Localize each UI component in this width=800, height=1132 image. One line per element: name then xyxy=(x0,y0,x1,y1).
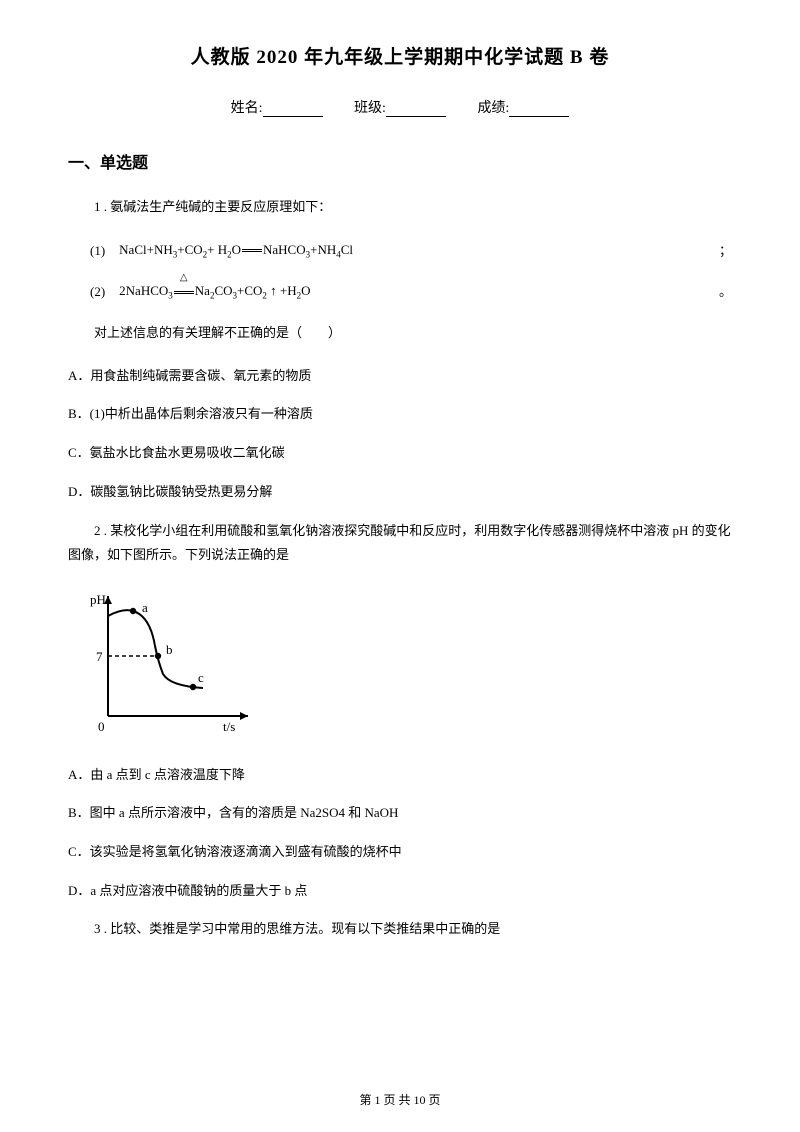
point-c xyxy=(190,684,196,690)
q1-eq1: (1) NaCl+NH3+CO2+ H2ONaHCO3+NH4Cl ； xyxy=(90,238,732,264)
x-label: t/s xyxy=(223,719,235,734)
eq2-text: 2NaHCO3△Na2CO3+CO2 ↑ +H2O xyxy=(119,279,310,305)
curve xyxy=(108,610,203,688)
point-a xyxy=(130,608,136,614)
name-label: 姓名: xyxy=(231,101,263,116)
tick-7: 7 xyxy=(96,649,103,664)
q2-option-d: D．a 点对应溶液中硫酸钠的质量大于 b 点 xyxy=(68,879,732,904)
q1-option-b: B．(1)中析出晶体后剩余溶液只有一种溶质 xyxy=(68,402,732,427)
class-blank[interactable] xyxy=(386,103,446,117)
score-blank[interactable] xyxy=(509,103,569,117)
delta-icon: △ xyxy=(180,268,188,287)
score-label: 成绩: xyxy=(477,101,509,116)
question-1: 1 . 氨碱法生产纯碱的主要反应原理如下： (1) NaCl+NH3+CO2+ … xyxy=(68,195,732,505)
eq1-text: NaCl+NH3+CO2+ H2ONaHCO3+NH4Cl xyxy=(119,238,353,264)
info-row: 姓名: 班级: 成绩: xyxy=(68,97,732,117)
q1-ask: 对上述信息的有关理解不正确的是（ ） xyxy=(68,321,732,346)
q2-stem: 2 . 某校化学小组在利用硫酸和氢氧化钠溶液探究酸碱中和反应时，利用数字化传感器… xyxy=(68,519,732,568)
q1-eq2: (2) 2NaHCO3△Na2CO3+CO2 ↑ +H2O 。 xyxy=(90,279,732,305)
y-label: pH xyxy=(90,592,106,607)
q2-option-c: C．该实验是将氢氧化钠溶液逐滴滴入到盛有硫酸的烧杯中 xyxy=(68,840,732,865)
label-b: b xyxy=(166,642,173,657)
eq1-tail: ； xyxy=(719,239,732,264)
eq2-tail: 。 xyxy=(719,280,732,305)
name-blank[interactable] xyxy=(263,103,323,117)
point-b xyxy=(155,653,161,659)
q1-option-d: D．碳酸氢钠比碳酸钠受热更易分解 xyxy=(68,480,732,505)
page-title: 人教版 2020 年九年级上学期期中化学试题 B 卷 xyxy=(68,42,732,69)
page-footer: 第 1 页 共 10 页 xyxy=(0,1091,800,1108)
q2-option-a: A．由 a 点到 c 点溶液温度下降 xyxy=(68,763,732,788)
equals-icon xyxy=(174,291,194,294)
label-c: c xyxy=(198,670,204,685)
class-label: 班级: xyxy=(354,101,386,116)
origin-zero: 0 xyxy=(98,719,105,734)
eq2-num: (2) xyxy=(90,280,105,305)
question-2: 2 . 某校化学小组在利用硫酸和氢氧化钠溶液探究酸碱中和反应时，利用数字化传感器… xyxy=(68,519,732,904)
label-a: a xyxy=(142,600,148,615)
q1-stem: 1 . 氨碱法生产纯碱的主要反应原理如下： xyxy=(68,195,732,220)
q1-option-c: C．氨盐水比食盐水更易吸收二氧化碳 xyxy=(68,441,732,466)
q1-option-a: A．用食盐制纯碱需要含碳、氧元素的物质 xyxy=(68,364,732,389)
section-heading: 一、单选题 xyxy=(68,149,732,173)
equals-icon xyxy=(242,249,262,252)
q3-stem: 3 . 比较、类推是学习中常用的思维方法。现有以下类推结果中正确的是 xyxy=(68,917,732,942)
q2-chart: pH t/s 7 0 a b c xyxy=(88,586,732,745)
ph-chart-svg: pH t/s 7 0 a b c xyxy=(88,586,268,736)
eq1-num: (1) xyxy=(90,239,105,264)
q2-option-b: B．图中 a 点所示溶液中，含有的溶质是 Na2SO4 和 NaOH xyxy=(68,801,732,826)
x-arrow-icon xyxy=(240,712,248,720)
question-3: 3 . 比较、类推是学习中常用的思维方法。现有以下类推结果中正确的是 xyxy=(68,917,732,942)
